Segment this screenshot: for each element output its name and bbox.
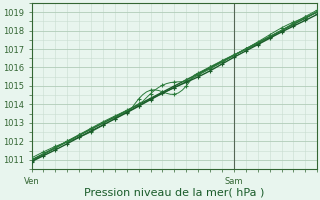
X-axis label: Pression niveau de la mer( hPa ): Pression niveau de la mer( hPa ) xyxy=(84,187,265,197)
